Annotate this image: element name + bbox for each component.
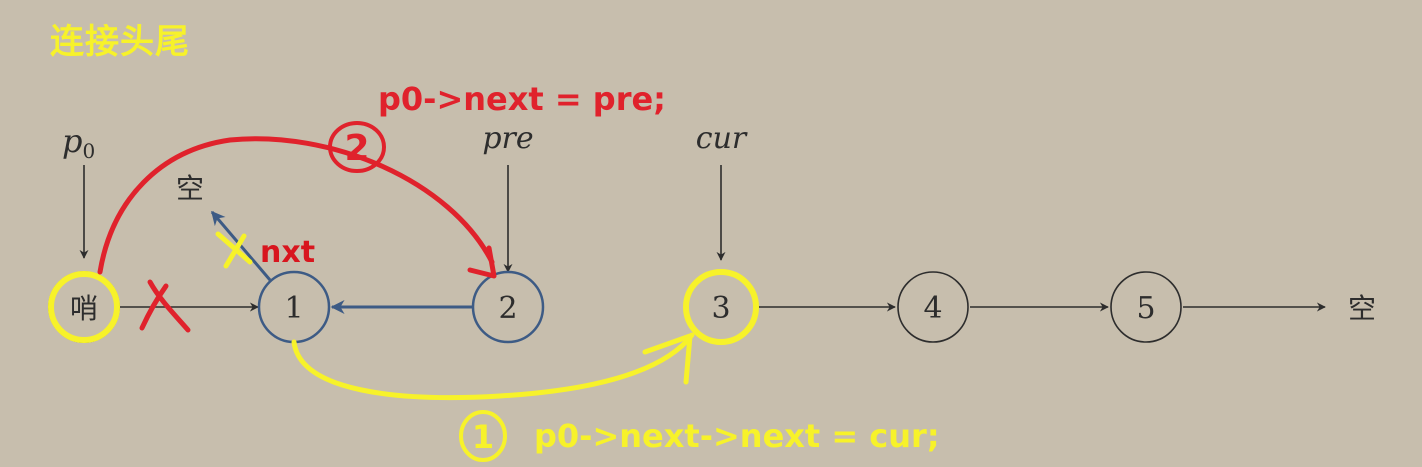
highlight-node-3	[683, 269, 759, 345]
node-3-label: 3	[711, 291, 730, 326]
nxt-label: nxt	[260, 235, 315, 270]
red-arc-p0-next-to-pre	[97, 136, 495, 275]
link-1-to-null	[210, 210, 272, 281]
pointer-label-cur: cur	[696, 121, 748, 156]
pointer-label-pre: pre	[482, 121, 533, 156]
node-2	[471, 270, 545, 344]
step2-badge-number: 2	[344, 128, 369, 169]
strike-old-next-pointer	[215, 231, 253, 269]
null-label-tail: 空	[1348, 292, 1376, 325]
step1-badge-number: 1	[472, 418, 494, 456]
node-4	[897, 271, 969, 343]
step1-badge	[459, 410, 507, 462]
yellow-arc-1-to-cur	[291, 332, 695, 401]
highlight-sentinel	[48, 271, 120, 343]
yellow-arc-arrowhead	[642, 333, 693, 385]
strike-sentinel-link	[139, 279, 191, 333]
node-5	[1110, 271, 1182, 343]
step1-code: p0->next->next = cur;	[534, 417, 940, 455]
node-1-label: 1	[284, 291, 303, 326]
node-2-label: 2	[498, 291, 517, 326]
node-sentinel-label: 哨	[70, 292, 98, 325]
pointer-label-p0: p0	[62, 122, 95, 163]
diagram-title: 连接头尾	[50, 22, 190, 62]
node-5-label: 5	[1136, 291, 1155, 326]
node-4-label: 4	[923, 291, 942, 326]
step2-code: p0->next = pre;	[378, 80, 666, 118]
red-arc-arrowhead	[467, 245, 497, 279]
step2-badge	[328, 121, 386, 173]
null-label-top: 空	[176, 172, 204, 205]
